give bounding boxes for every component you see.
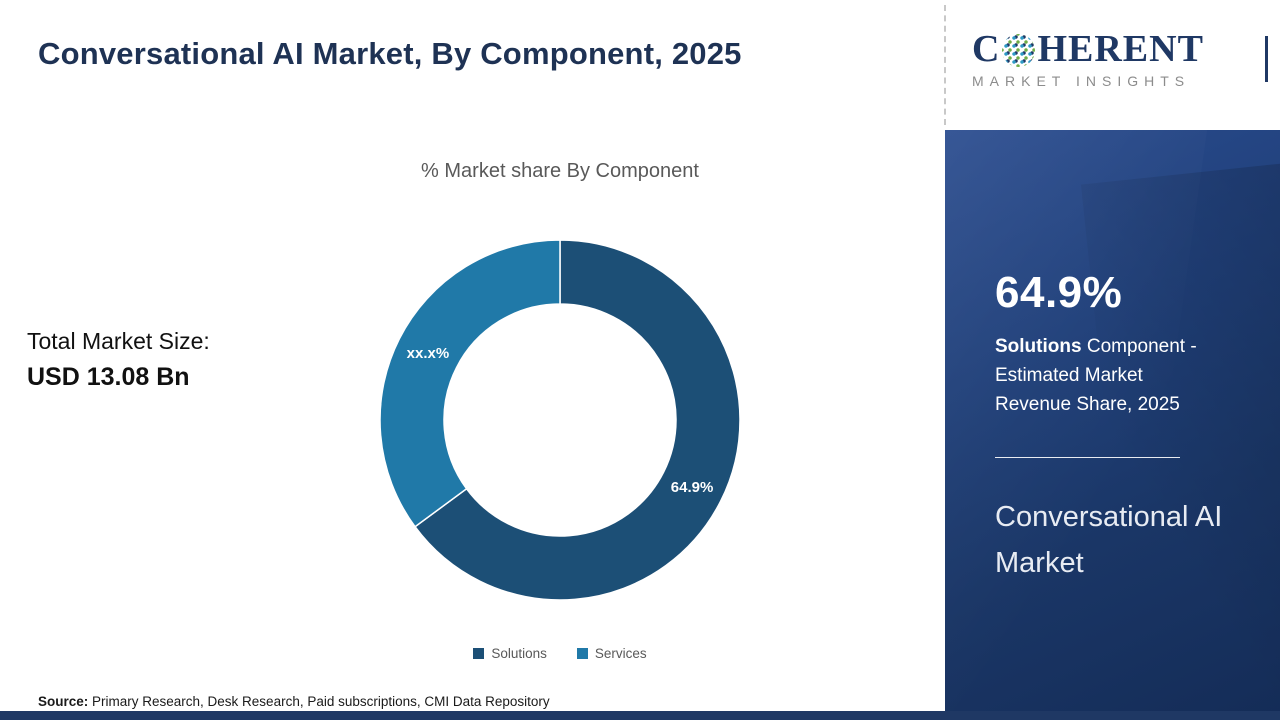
- source-text: Primary Research, Desk Research, Paid su…: [88, 694, 550, 709]
- legend-swatch-services: [576, 648, 588, 659]
- highlight-description-bold: Solutions: [995, 336, 1082, 357]
- logo-text-prefix: C: [972, 28, 1001, 70]
- globe-dots-icon: [1002, 33, 1036, 67]
- logo-tagline: MARKET INSIGHTS: [972, 73, 1191, 89]
- highlight-sidebar: 64.9% Solutions Component - Estimated Ma…: [945, 130, 1280, 720]
- legend-item-services: Services: [576, 646, 647, 661]
- total-market-size-value: USD 13.08 Bn: [27, 363, 190, 391]
- highlight-percentage: 64.9%: [995, 268, 1123, 317]
- company-logo: C HERENT MARKET INSIGHTS: [972, 28, 1268, 89]
- legend-label-services: Services: [594, 646, 647, 661]
- legend-label-solutions: Solutions: [491, 646, 547, 661]
- donut-chart: 64.9% xx.x%: [370, 230, 750, 610]
- header-dashed-divider: [944, 5, 946, 125]
- logo-wordmark: C HERENT: [972, 28, 1268, 82]
- donut-slice-services: [379, 239, 561, 528]
- sidebar-content: 64.9% Solutions Component - Estimated Ma…: [945, 130, 1280, 586]
- donut-slice-solutions: [413, 239, 741, 601]
- sidebar-divider-line: [995, 457, 1180, 458]
- legend-item-solutions: Solutions: [473, 646, 547, 661]
- market-name: Conversational AI Market: [995, 501, 1223, 579]
- source-attribution: Source: Primary Research, Desk Research,…: [38, 694, 550, 709]
- donut-chart-svg: 64.9% xx.x%: [379, 239, 741, 601]
- slice-label-solutions: 64.9%: [671, 479, 714, 496]
- page-title: Conversational AI Market, By Component, …: [38, 36, 742, 71]
- slice-label-services: xx.x%: [407, 345, 450, 362]
- source-label: Source:: [38, 694, 89, 709]
- legend-swatch-solutions: [473, 648, 485, 659]
- logo-accent-bar: [1265, 36, 1268, 82]
- chart-legend: Solutions Services: [360, 646, 760, 661]
- bottom-accent-strip: [0, 711, 1280, 720]
- highlight-description: Solutions Component - Estimated Market R…: [995, 332, 1210, 419]
- total-market-size-label: Total Market Size:: [27, 328, 210, 354]
- highlight-description-rest: Component - Estimated Market Revenue Sha…: [995, 336, 1197, 415]
- chart-title: % Market share By Component: [421, 160, 699, 182]
- logo-text-suffix: HERENT: [1037, 28, 1204, 70]
- total-market-size-block: Total Market Size: USD 13.08 Bn: [27, 328, 210, 392]
